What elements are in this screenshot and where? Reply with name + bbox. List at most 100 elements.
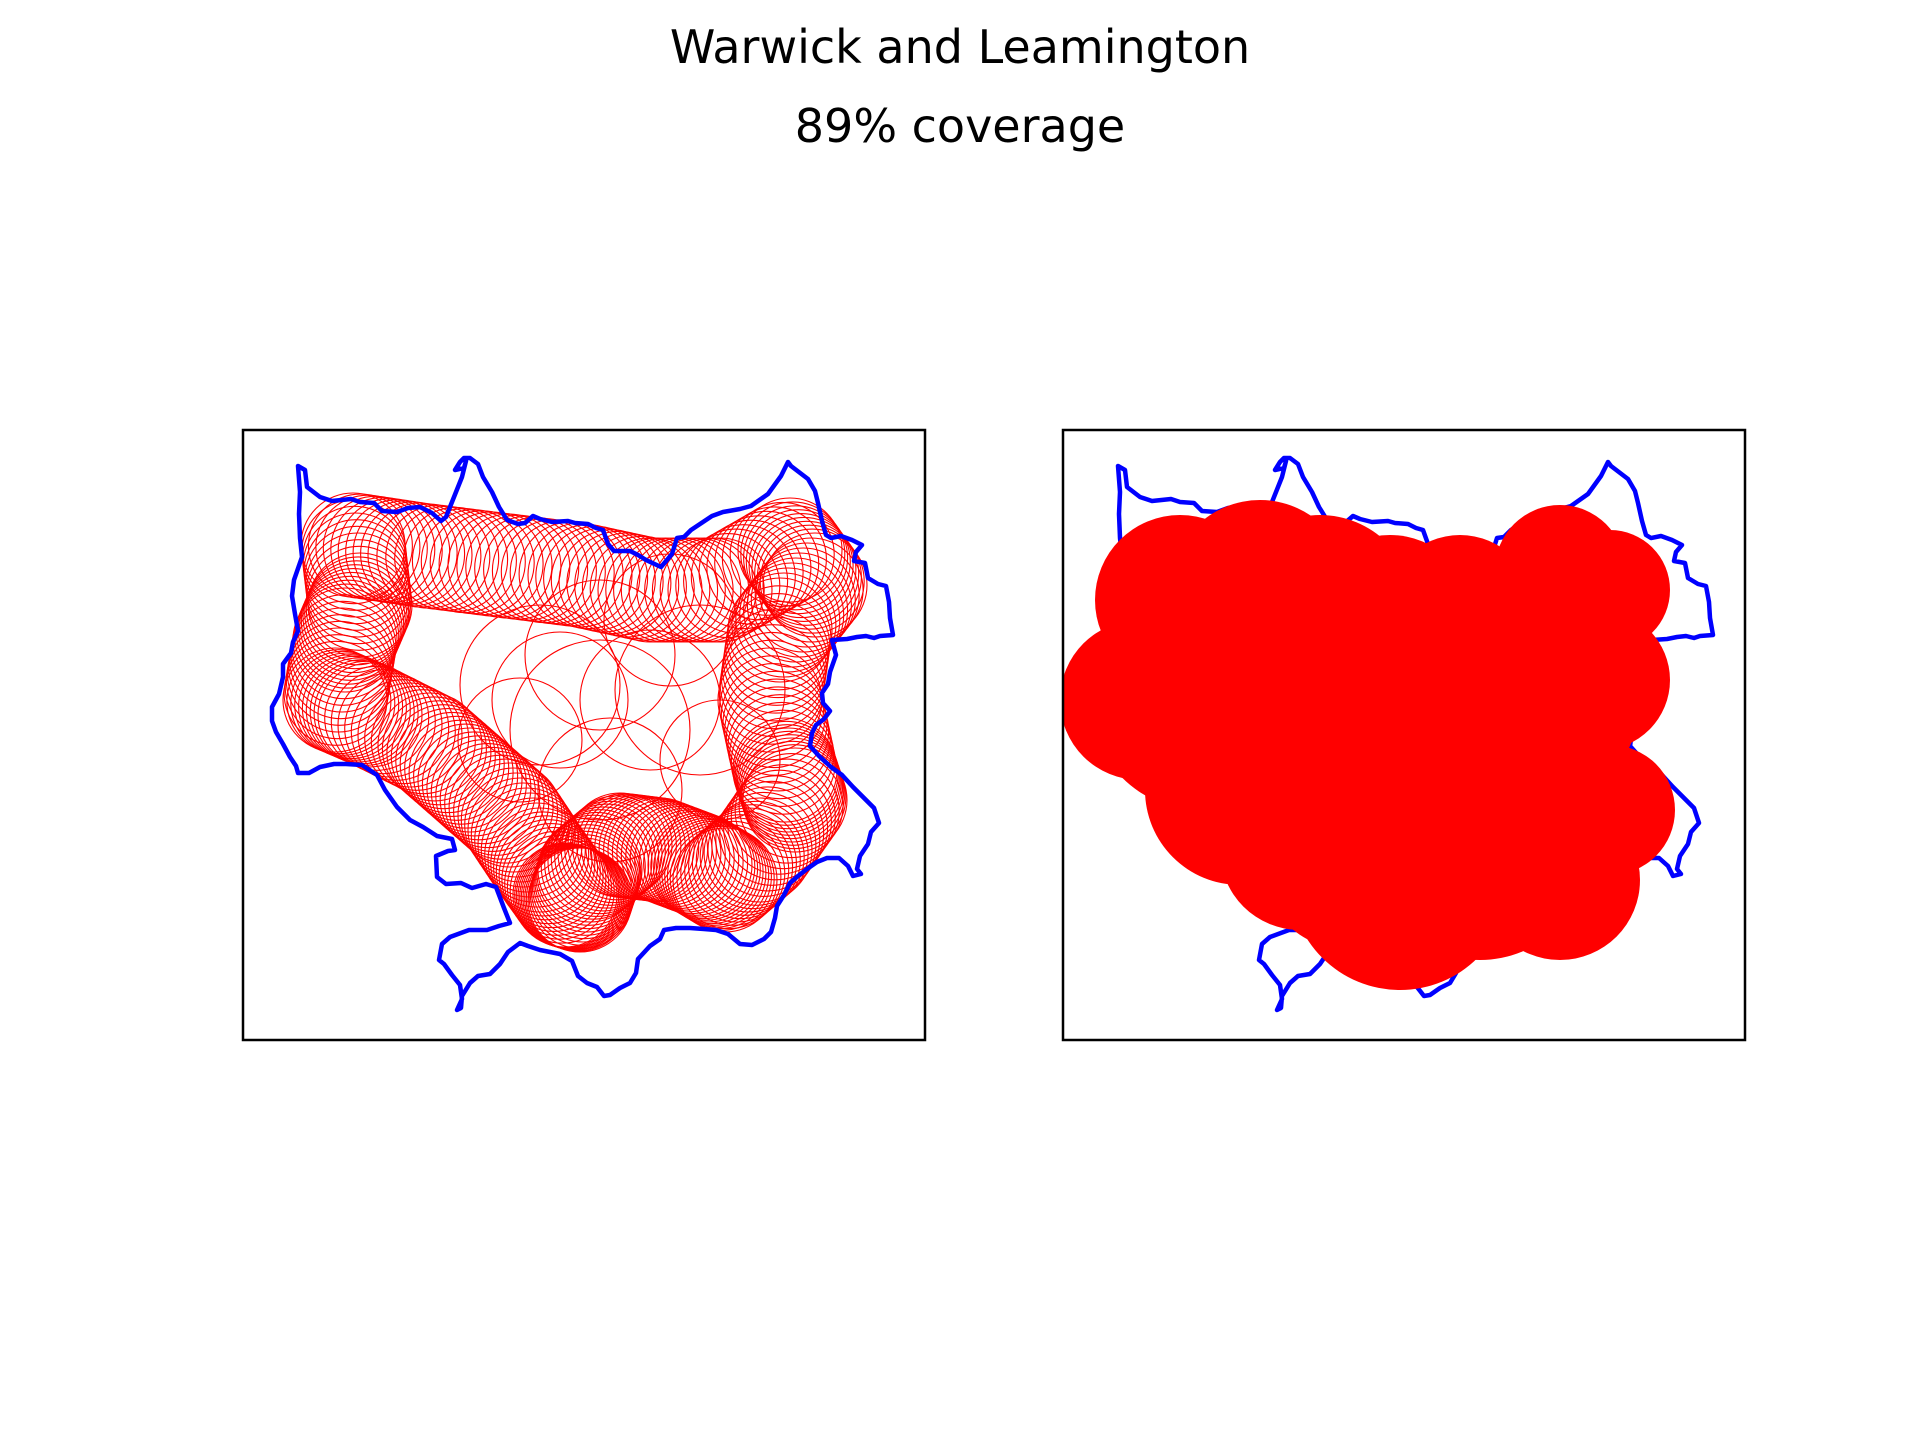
coverage-circle-outline: [413, 723, 519, 829]
coverage-circle-outline: [282, 647, 388, 753]
coverage-circle-outline: [453, 758, 559, 864]
coverage-circle-outline: [430, 739, 536, 845]
coverage-subtitle: 89% coverage: [794, 99, 1126, 153]
coverage-circle-outline: [520, 845, 626, 951]
coverage-circle-outline: [738, 753, 844, 859]
coverage-circle-outline: [605, 537, 711, 643]
coverage-circle-outline: [535, 824, 641, 930]
figure-title: Warwick and Leamington: [669, 20, 1251, 74]
coverage-circle-outline: [477, 792, 583, 898]
coverage-disc: [1530, 610, 1670, 750]
coverage-circle-outline: [305, 657, 411, 763]
coverage-circle-outline: [721, 506, 827, 612]
coverage-circle-outline: [730, 764, 836, 870]
coverage-circle-outline: [650, 814, 756, 920]
coverage-circle-outline: [470, 782, 576, 888]
coverage-circle-outline: [659, 699, 781, 821]
coverage-circle-outline: [498, 823, 604, 929]
coverage-circle-outline: [524, 579, 676, 731]
coverage-circle-outline: [357, 682, 463, 788]
coverage-circle-outline: [285, 627, 391, 733]
coverage-circle-outline: [386, 700, 492, 806]
coverage-circle-outline: [439, 746, 545, 852]
coverage-circle-outline: [290, 650, 396, 756]
coverage-circle-outline: [715, 786, 821, 892]
coverage-circle-outline: [484, 802, 590, 908]
coverage-circle-outline: [457, 762, 563, 868]
left-panel-frame: [241, 428, 927, 1042]
coverage-circle-outline: [680, 820, 786, 926]
coverage-circle-outline: [547, 809, 653, 915]
coverage-circle-outline: [527, 847, 633, 953]
coverage-circle-outline: [644, 537, 750, 643]
coverage-circle-outline: [444, 750, 550, 856]
coverage-circle-outline: [719, 780, 825, 886]
coverage-circle-outline: [647, 812, 753, 918]
coverage-circle-outline: [748, 513, 854, 619]
coverage-circle-outline: [690, 524, 796, 630]
coverage-circle-outline: [435, 743, 541, 849]
coverage-disc: [1370, 740, 1590, 960]
coverage-circle-outline: [289, 607, 395, 713]
coverage-circle-outline: [506, 834, 612, 940]
coverage-circle-outline: [302, 564, 408, 670]
coverage-circle-outline: [524, 846, 630, 952]
coverage-circle-outline: [540, 814, 646, 920]
coverage-circle-outline: [706, 515, 812, 621]
coverage-circle-outline: [509, 639, 691, 821]
coverage-circle-outline: [300, 568, 406, 674]
coverage-circle-outline: [589, 535, 695, 641]
coverage-circle-outline: [457, 677, 583, 803]
coverage-circle-outline: [734, 724, 840, 830]
coverage-circle-outline: [735, 727, 841, 833]
coverage-circle-outline: [754, 520, 860, 626]
coverage-circle-outline: [745, 509, 851, 615]
coverage-circle-outline: [667, 537, 773, 643]
coverage-circle-outline: [491, 631, 629, 769]
coverage-circle-outline: [740, 501, 846, 607]
coverage-circle-outline: [533, 830, 639, 936]
coverage-circle-outline: [638, 809, 744, 915]
right-panel-frame: [1061, 428, 1747, 1042]
coverage-circle-outline: [417, 727, 523, 833]
coverage-circle-outline: [298, 654, 404, 760]
coverage-circle-outline: [613, 537, 719, 643]
coverage-circle-outline: [537, 717, 683, 863]
coverage-circle-outline: [364, 685, 470, 791]
coverage-circle-outline: [370, 689, 476, 795]
coverage-circle-outline: [284, 634, 390, 740]
coverage-circle-outline: [688, 814, 794, 920]
coverage-circle-outline: [514, 843, 620, 949]
coverage-circle-outline: [330, 669, 436, 775]
coverage-circle-outline: [512, 842, 618, 948]
coverage-circle-outline: [743, 505, 849, 611]
coverage-circle-outline: [377, 692, 483, 798]
coverage-circle-outline: [550, 806, 656, 912]
coverage-circle-outline: [655, 817, 761, 923]
coverage-circle-outline: [703, 800, 809, 906]
coverage-circle-outline: [751, 516, 857, 622]
constituency-boundary: [269, 455, 896, 1013]
coverage-circle-outline: [467, 777, 573, 883]
coverage-circle-outline: [283, 640, 389, 746]
coverage-circle-outline: [754, 542, 860, 648]
coverage-filled-area: [1063, 500, 1675, 990]
coverage-circles: [282, 492, 868, 953]
coverage-circle-outline: [683, 528, 789, 634]
coverage-circle-outline: [304, 560, 410, 666]
coverage-circle-outline: [736, 730, 842, 836]
filled-coverage-panel: [1063, 430, 1745, 1040]
coverage-circle-outline: [643, 810, 749, 916]
coverage-circle-outline: [344, 675, 450, 781]
coverage-circle-outline: [464, 772, 570, 878]
coverage-circle-outline: [729, 501, 835, 607]
coverage-circle-outline: [614, 604, 786, 776]
coverage-circle-outline: [734, 758, 840, 864]
coverage-circle-outline: [501, 826, 607, 932]
coverage-circle-outline: [495, 819, 601, 925]
coverage-circle-outline: [294, 652, 400, 758]
coverage-circle-outline: [404, 715, 510, 821]
coverage-circle-outline: [737, 497, 843, 603]
coverage-circle-outline: [620, 537, 726, 643]
